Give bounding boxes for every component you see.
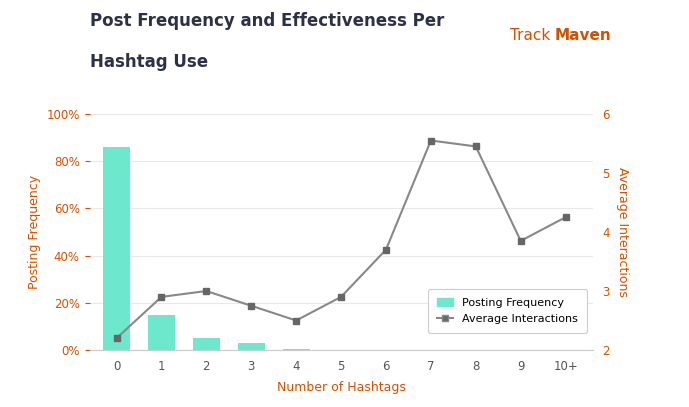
Y-axis label: Average Interactions: Average Interactions xyxy=(616,167,629,297)
Text: Hashtag Use: Hashtag Use xyxy=(90,53,207,71)
Text: Post Frequency and Effectiveness Per: Post Frequency and Effectiveness Per xyxy=(90,12,444,30)
Bar xyxy=(148,315,175,350)
Text: Maven: Maven xyxy=(555,28,611,44)
Bar xyxy=(193,338,220,350)
Bar xyxy=(282,349,309,350)
Legend: Posting Frequency, Average Interactions: Posting Frequency, Average Interactions xyxy=(428,289,587,333)
Bar xyxy=(238,343,265,350)
Y-axis label: Posting Frequency: Posting Frequency xyxy=(28,175,41,289)
X-axis label: Number of Hashtags: Number of Hashtags xyxy=(276,381,406,394)
Text: Track: Track xyxy=(510,28,550,44)
Bar xyxy=(103,147,130,350)
